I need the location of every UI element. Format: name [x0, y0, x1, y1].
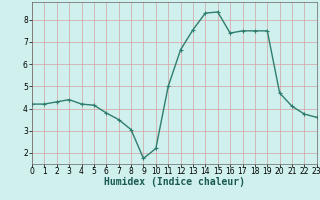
X-axis label: Humidex (Indice chaleur): Humidex (Indice chaleur): [104, 177, 245, 187]
